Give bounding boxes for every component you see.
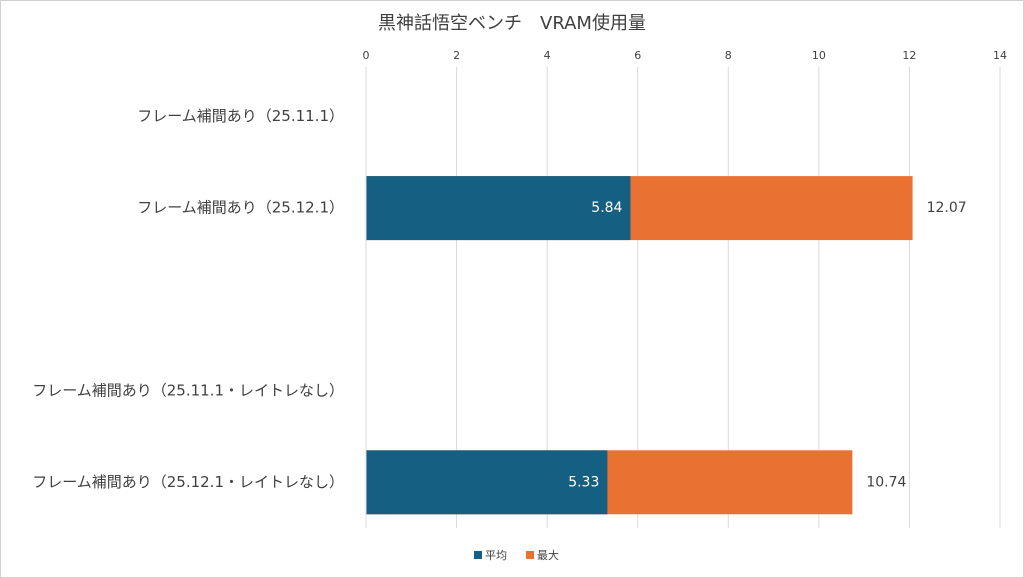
data-label: 12.07 — [927, 200, 967, 216]
data-label: 10.74 — [866, 474, 906, 490]
bar — [366, 176, 631, 241]
chart-title: 黒神話悟空ベンチ VRAM使用量 — [378, 13, 646, 34]
x-tick-label: 2 — [453, 49, 460, 62]
legend-swatch — [474, 551, 482, 559]
y-tick-label: フレーム補間あり（25.12.1・レイトレなし） — [32, 473, 344, 491]
bar — [366, 450, 608, 515]
data-label: 5.33 — [568, 474, 599, 490]
x-tick-label: 0 — [363, 49, 370, 62]
x-tick-label: 10 — [812, 49, 826, 62]
x-tick-label: 12 — [902, 49, 916, 62]
y-tick-label: フレーム補間あり（25.11.1） — [137, 107, 344, 125]
legend-swatch — [526, 551, 534, 559]
data-label: 5.84 — [591, 200, 622, 216]
legend-label: 最大 — [537, 548, 559, 562]
y-tick-label: フレーム補間あり（25.12.1） — [137, 199, 344, 217]
x-tick-label: 14 — [993, 49, 1007, 62]
legend-label: 平均 — [485, 549, 507, 562]
x-tick-label: 4 — [544, 49, 551, 62]
x-tick-label: 8 — [725, 49, 732, 62]
x-tick-label: 6 — [634, 49, 641, 62]
y-tick-label: フレーム補間あり（25.11.1・レイトレなし） — [32, 381, 344, 399]
